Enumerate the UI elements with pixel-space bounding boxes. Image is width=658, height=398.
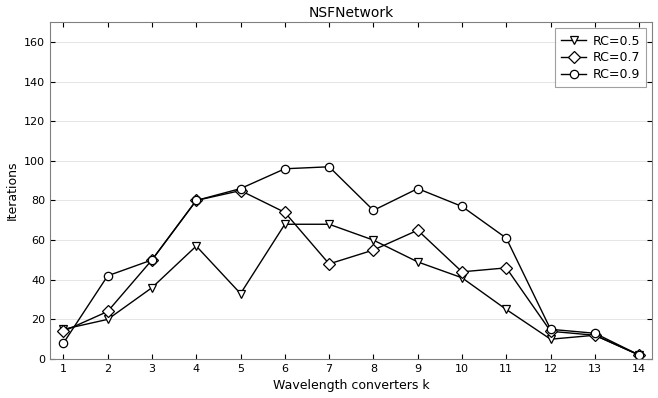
RC=0.9 xyxy=(635,353,643,357)
RC=0.7 xyxy=(237,188,245,193)
RC=0.7 xyxy=(325,261,333,266)
RC=0.9 xyxy=(547,327,555,332)
RC=0.9 xyxy=(237,186,245,191)
RC=0.9 xyxy=(192,198,200,203)
X-axis label: Wavelength converters k: Wavelength converters k xyxy=(273,379,430,392)
RC=0.5 xyxy=(458,275,466,280)
RC=0.7 xyxy=(458,269,466,274)
Line: RC=0.9: RC=0.9 xyxy=(59,163,644,359)
RC=0.7 xyxy=(502,265,510,270)
RC=0.5 xyxy=(414,259,422,264)
Title: NSFNetwork: NSFNetwork xyxy=(309,6,394,20)
RC=0.9 xyxy=(458,204,466,209)
RC=0.9 xyxy=(59,341,67,345)
Line: RC=0.7: RC=0.7 xyxy=(59,186,644,359)
Y-axis label: Iterations: Iterations xyxy=(5,161,18,220)
RC=0.5 xyxy=(281,222,289,226)
RC=0.7 xyxy=(281,210,289,215)
RC=0.5 xyxy=(237,291,245,296)
RC=0.7 xyxy=(591,333,599,338)
Legend: RC=0.5, RC=0.7, RC=0.9: RC=0.5, RC=0.7, RC=0.9 xyxy=(555,28,646,88)
RC=0.5 xyxy=(325,222,333,226)
RC=0.9 xyxy=(148,258,156,262)
RC=0.9 xyxy=(325,164,333,169)
RC=0.9 xyxy=(281,166,289,171)
RC=0.9 xyxy=(104,273,112,278)
RC=0.7 xyxy=(104,309,112,314)
RC=0.5 xyxy=(370,238,378,242)
RC=0.5 xyxy=(635,353,643,357)
RC=0.7 xyxy=(192,198,200,203)
RC=0.5 xyxy=(547,337,555,341)
RC=0.9 xyxy=(591,331,599,336)
RC=0.7 xyxy=(635,353,643,357)
RC=0.7 xyxy=(547,329,555,334)
RC=0.9 xyxy=(370,208,378,213)
RC=0.5 xyxy=(591,333,599,338)
RC=0.7 xyxy=(59,329,67,334)
RC=0.5 xyxy=(59,327,67,332)
RC=0.9 xyxy=(414,186,422,191)
RC=0.7 xyxy=(148,258,156,262)
RC=0.5 xyxy=(148,285,156,290)
RC=0.5 xyxy=(192,244,200,248)
RC=0.7 xyxy=(414,228,422,232)
RC=0.7 xyxy=(370,248,378,252)
Line: RC=0.5: RC=0.5 xyxy=(59,220,644,359)
RC=0.5 xyxy=(502,307,510,312)
RC=0.5 xyxy=(104,317,112,322)
RC=0.9 xyxy=(502,236,510,240)
